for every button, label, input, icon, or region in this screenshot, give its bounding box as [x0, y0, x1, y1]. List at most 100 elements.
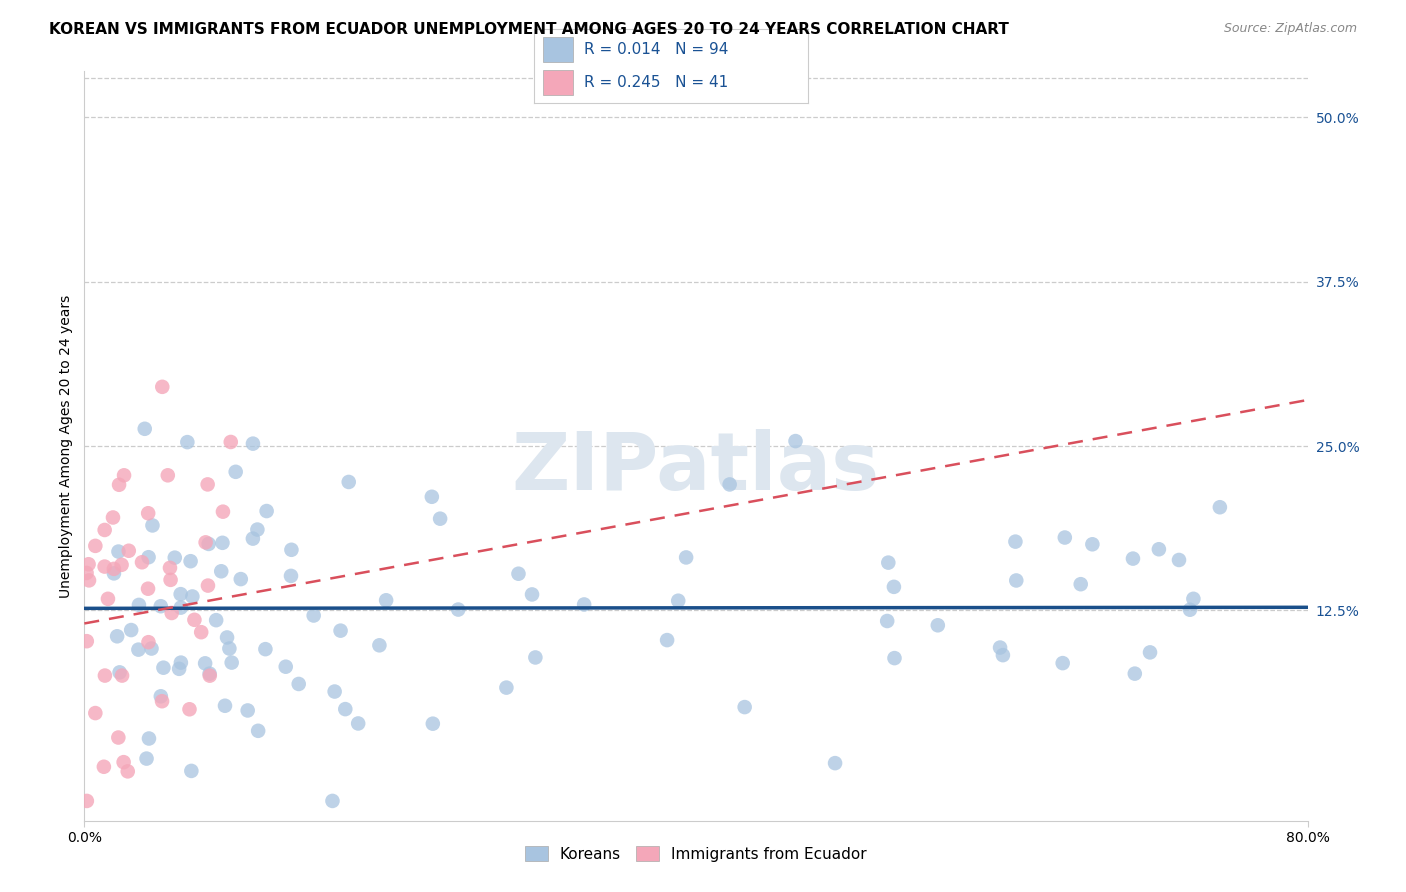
Point — [76, 566, 98, 580]
Point — [927, 618, 949, 632]
Point — [160, 606, 183, 620]
Point — [131, 555, 153, 569]
Point — [176, 435, 198, 450]
Point — [1209, 500, 1232, 515]
Point — [150, 380, 173, 394]
Point — [181, 590, 204, 604]
Point — [219, 434, 242, 449]
Point — [209, 564, 232, 578]
Point — [197, 537, 219, 551]
Point — [111, 668, 134, 682]
Point — [214, 698, 236, 713]
Point — [138, 731, 160, 746]
Point — [876, 614, 898, 628]
Point — [1139, 645, 1161, 659]
Point — [159, 573, 181, 587]
Point — [329, 624, 352, 638]
Point — [179, 702, 201, 716]
Point — [211, 536, 233, 550]
Point — [1081, 537, 1104, 551]
Point — [149, 599, 172, 614]
Y-axis label: Unemployment Among Ages 20 to 24 years: Unemployment Among Ages 20 to 24 years — [59, 294, 73, 598]
Point — [101, 510, 124, 524]
Point — [368, 638, 391, 652]
Point — [229, 572, 252, 586]
Point — [335, 702, 357, 716]
Point — [107, 544, 129, 558]
Point — [274, 659, 297, 673]
Point — [112, 468, 135, 483]
Point — [134, 422, 156, 436]
Point — [93, 559, 115, 574]
Point — [883, 651, 905, 665]
Point — [666, 593, 689, 607]
Point — [84, 539, 107, 553]
Point — [422, 716, 444, 731]
Point — [117, 764, 139, 779]
Point — [215, 631, 238, 645]
Point — [218, 641, 240, 656]
Point — [883, 580, 905, 594]
Point — [1123, 666, 1146, 681]
Point — [247, 723, 270, 738]
Point — [141, 518, 163, 533]
Point — [94, 668, 117, 682]
Point — [877, 556, 900, 570]
Point — [242, 436, 264, 450]
Point — [103, 566, 125, 581]
Point — [136, 582, 159, 596]
Point — [197, 578, 219, 592]
Point — [150, 694, 173, 708]
Point — [163, 550, 186, 565]
Text: Source: ZipAtlas.com: Source: ZipAtlas.com — [1223, 22, 1357, 36]
Point — [520, 587, 543, 601]
Point — [1070, 577, 1092, 591]
Point — [141, 641, 163, 656]
Point — [254, 642, 277, 657]
Text: ZIPatlas: ZIPatlas — [512, 429, 880, 508]
Point — [93, 523, 115, 537]
Point — [246, 523, 269, 537]
Point — [77, 574, 100, 588]
Point — [225, 465, 247, 479]
FancyBboxPatch shape — [543, 70, 572, 95]
Point — [447, 602, 470, 616]
Point — [110, 558, 132, 572]
Point — [337, 475, 360, 489]
Text: R = 0.245   N = 41: R = 0.245 N = 41 — [583, 75, 728, 89]
Point — [138, 550, 160, 565]
Point — [170, 600, 193, 615]
Point — [194, 657, 217, 671]
Point — [375, 593, 398, 607]
Point — [508, 566, 530, 581]
Point — [97, 591, 120, 606]
Point — [1178, 603, 1201, 617]
Point — [77, 558, 100, 572]
Point — [108, 477, 131, 491]
Point — [135, 751, 157, 765]
Point — [1005, 574, 1028, 588]
Point — [128, 598, 150, 612]
Point — [321, 794, 343, 808]
Point — [120, 623, 142, 637]
Point — [655, 633, 678, 648]
Point — [198, 668, 221, 682]
Point — [347, 716, 370, 731]
Point — [103, 562, 125, 576]
Point — [1182, 591, 1205, 606]
Point — [1122, 551, 1144, 566]
Point — [127, 642, 149, 657]
Point — [675, 550, 697, 565]
Point — [524, 650, 547, 665]
Point — [221, 656, 243, 670]
Point — [824, 756, 846, 771]
Point — [287, 677, 309, 691]
Point — [108, 665, 131, 680]
Point — [180, 554, 202, 568]
Point — [170, 656, 193, 670]
Point — [991, 648, 1014, 662]
Point — [718, 477, 741, 491]
Point — [76, 794, 98, 808]
Point — [242, 532, 264, 546]
Point — [280, 542, 302, 557]
